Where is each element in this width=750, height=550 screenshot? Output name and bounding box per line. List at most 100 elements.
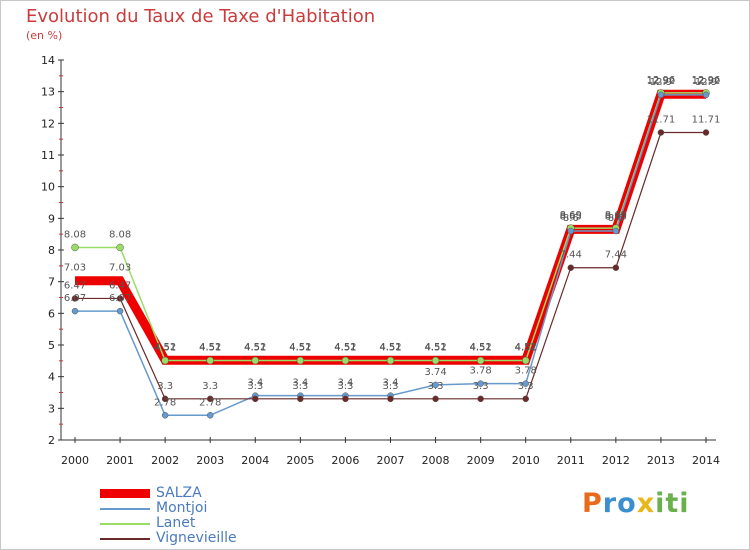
point-montjoi xyxy=(206,412,214,419)
point-montjoi xyxy=(702,91,710,99)
x-tick-label: 2006 xyxy=(331,454,359,467)
data-label-salza: 4.52 xyxy=(470,342,492,353)
point-montjoi xyxy=(612,227,620,235)
x-tick-label: 2003 xyxy=(196,454,224,467)
point-vignevieille xyxy=(567,264,575,271)
x-tick-label: 2011 xyxy=(557,454,585,467)
point-montjoi xyxy=(116,307,124,315)
point-vignevieille xyxy=(477,395,484,403)
point-vignevieille xyxy=(161,395,169,403)
data-label-salza: 4.52 xyxy=(199,342,221,353)
legend-item-montjoi[interactable]: Montjoi xyxy=(100,500,300,516)
data-label-vignevieille: 3.3 xyxy=(247,381,263,392)
data-label-montjoi: 2.78 xyxy=(154,397,176,408)
data-label-vignevieille: 3.3 xyxy=(202,381,218,392)
x-tick-label: 2007 xyxy=(377,454,405,467)
data-label-vignevieille: 11.71 xyxy=(692,115,721,126)
data-label-salza: 4.52 xyxy=(289,342,311,353)
legend-swatch-salza xyxy=(100,489,150,498)
point-lanet xyxy=(116,243,124,252)
point-montjoi xyxy=(477,380,484,387)
y-tick-label: 5 xyxy=(48,339,55,352)
series-line-salza xyxy=(75,89,706,365)
data-label-vignevieille: 7.44 xyxy=(605,250,627,261)
y-tick-label: 8 xyxy=(48,244,55,257)
proxiti-logo[interactable]: Proxiti xyxy=(582,488,690,519)
point-lanet xyxy=(341,356,350,365)
y-tick-label: 7 xyxy=(48,276,55,289)
legend-item-lanet[interactable]: Lanet xyxy=(100,515,300,531)
y-tick-label: 3 xyxy=(48,402,55,415)
data-label-montjoi: 3.4 xyxy=(383,378,399,389)
point-lanet xyxy=(386,356,395,365)
point-montjoi xyxy=(161,412,169,419)
logo-letter-i: i xyxy=(655,488,666,519)
data-label-vignevieille: 11.71 xyxy=(647,115,676,126)
data-label-montjoi: 12.9 xyxy=(650,77,672,88)
point-montjoi xyxy=(522,380,529,387)
point-lanet xyxy=(431,356,440,365)
legend-item-salza[interactable]: SALZA xyxy=(100,485,300,501)
y-tick-label: 14 xyxy=(41,54,55,67)
data-label-montjoi: 12.9 xyxy=(695,77,717,88)
data-label-salza: 4.52 xyxy=(424,342,446,353)
data-label-montjoi: 3.78 xyxy=(470,366,492,377)
chart-legend: SALZA Montjoi Lanet Vignevieille xyxy=(100,485,300,546)
data-label-lanet: 4.51 xyxy=(289,343,311,354)
logo-letter-r: r xyxy=(602,488,618,519)
data-label-montjoi: 3.4 xyxy=(292,378,308,389)
y-tick-label: 13 xyxy=(41,86,55,99)
y-tick-label: 4 xyxy=(48,371,55,384)
logo-letter-x: x xyxy=(636,488,656,519)
data-label-lanet: 4.51 xyxy=(334,343,356,354)
data-label-salza: 8.65 xyxy=(560,211,582,222)
x-tick-label: 2002 xyxy=(151,454,179,467)
data-label-montjoi: 3.4 xyxy=(337,378,353,389)
x-tick-label: 2013 xyxy=(647,454,675,467)
logo-letter-t: t xyxy=(665,488,680,519)
legend-label-vignevieille: Vignevieille xyxy=(156,530,237,546)
point-lanet xyxy=(296,356,305,365)
data-label-lanet: 4.51 xyxy=(244,343,266,354)
y-tick-label: 11 xyxy=(41,149,55,162)
legend-label-montjoi: Montjoi xyxy=(156,500,208,516)
point-vignevieille xyxy=(342,395,349,403)
legend-swatch-vignevieille xyxy=(100,538,150,540)
data-label-salza: 4.52 xyxy=(515,342,537,353)
data-label-salza: 4.52 xyxy=(244,342,266,353)
point-vignevieille xyxy=(522,395,529,403)
data-label-lanet: 4.51 xyxy=(470,343,492,354)
data-label-vignevieille: 3.3 xyxy=(292,381,308,392)
data-label-lanet: 4.51 xyxy=(379,343,401,354)
data-label-salza: 7.03 xyxy=(109,263,131,274)
y-tick-label: 2 xyxy=(48,434,55,447)
data-label-lanet: 8.08 xyxy=(109,229,131,240)
point-lanet xyxy=(476,356,485,365)
point-vignevieille xyxy=(71,295,79,302)
data-label-salza: 4.52 xyxy=(154,342,176,353)
point-vignevieille xyxy=(387,395,394,403)
point-vignevieille xyxy=(206,395,214,403)
data-label-lanet: 4.51 xyxy=(154,343,176,354)
data-label-salza: 4.52 xyxy=(379,342,401,353)
x-tick-label: 2005 xyxy=(286,454,314,467)
data-label-lanet: 8.69 xyxy=(605,210,627,221)
data-label-vignevieille: 7.44 xyxy=(560,250,582,261)
legend-swatch-lanet xyxy=(100,523,150,525)
legend-label-salza: SALZA xyxy=(156,485,202,501)
legend-item-vignevieille[interactable]: Vignevieille xyxy=(100,530,300,546)
point-vignevieille xyxy=(432,395,439,403)
data-label-montjoi: 6.07 xyxy=(109,293,131,304)
point-vignevieille xyxy=(657,129,665,136)
x-tick-label: 2001 xyxy=(106,454,134,467)
data-label-lanet: 4.51 xyxy=(515,343,537,354)
point-lanet xyxy=(71,243,79,252)
point-montjoi xyxy=(567,227,575,235)
data-label-vignevieille: 3.3 xyxy=(518,381,534,392)
data-label-vignevieille: 3.3 xyxy=(428,381,444,392)
y-tick-label: 12 xyxy=(41,117,55,130)
point-vignevieille xyxy=(116,295,124,302)
logo-letter-p: P xyxy=(582,488,603,519)
data-label-montjoi: 3.74 xyxy=(424,367,446,378)
